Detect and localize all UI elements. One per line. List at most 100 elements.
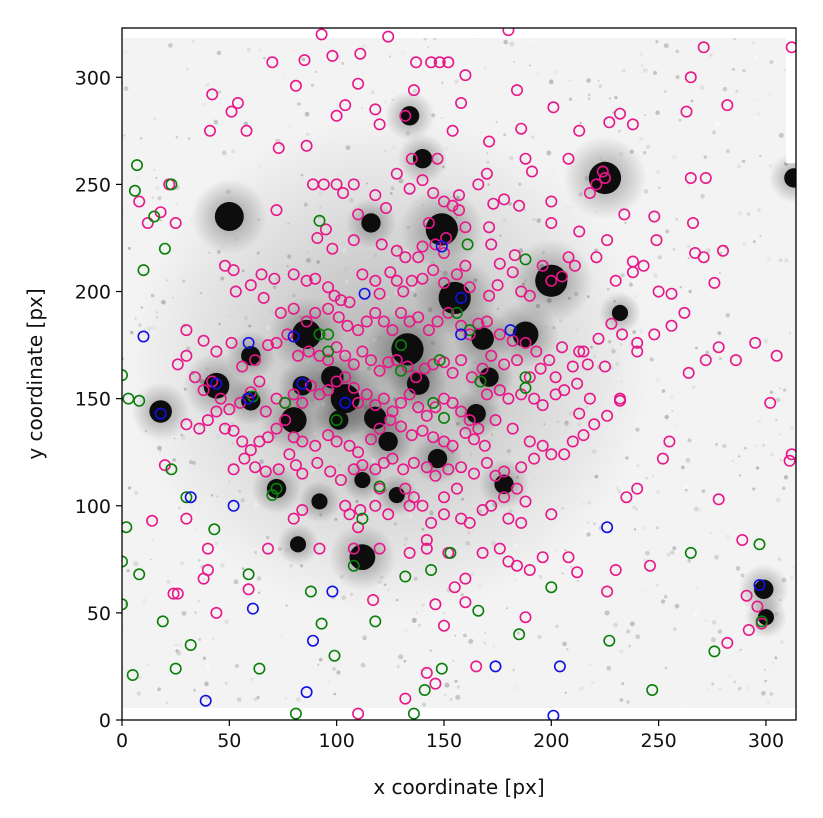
magenta-marker	[425, 516, 438, 529]
magenta-marker	[141, 217, 154, 230]
field-star	[737, 211, 743, 216]
field-star	[480, 131, 482, 134]
green-marker-series	[122, 159, 768, 720]
field-star	[655, 377, 660, 382]
field-star	[166, 279, 169, 282]
magenta-marker	[206, 88, 219, 101]
green-marker	[253, 662, 266, 675]
field-star	[784, 258, 789, 263]
field-star	[259, 282, 262, 286]
bright-star	[438, 281, 471, 315]
magenta-marker	[377, 392, 390, 405]
field-star	[705, 350, 710, 355]
field-star	[156, 316, 158, 319]
green-marker	[315, 617, 328, 630]
magenta-marker	[463, 516, 476, 529]
magenta-marker	[227, 424, 240, 437]
magenta-marker	[446, 124, 459, 137]
field-star	[162, 203, 167, 207]
magenta-marker	[337, 187, 350, 200]
magenta-marker	[603, 116, 616, 129]
field-star	[318, 191, 323, 196]
green-marker	[519, 381, 532, 394]
magenta-marker	[422, 217, 435, 230]
magenta-marker	[459, 69, 472, 82]
field-star	[686, 244, 691, 249]
blue-marker	[210, 377, 223, 390]
field-star	[442, 612, 445, 615]
field-star	[725, 149, 730, 154]
field-star	[547, 115, 550, 118]
field-star	[388, 55, 392, 58]
magenta-marker	[510, 354, 523, 367]
magenta-marker	[249, 461, 262, 474]
magenta-marker	[480, 388, 493, 401]
field-star	[540, 208, 545, 213]
field-star	[734, 333, 737, 336]
magenta-marker	[300, 139, 313, 152]
magenta-marker	[631, 345, 644, 358]
field-star	[231, 601, 234, 604]
field-star	[714, 578, 718, 582]
field-star	[653, 273, 658, 278]
field-star	[332, 666, 337, 672]
field-star	[157, 687, 162, 692]
blue-marker	[504, 324, 517, 337]
blue-marker	[358, 287, 371, 300]
magenta-marker	[189, 371, 202, 384]
field-star	[176, 650, 182, 656]
field-star	[679, 286, 682, 289]
magenta-marker	[437, 491, 450, 504]
field-star	[344, 279, 349, 284]
field-star	[658, 186, 661, 189]
field-star	[725, 313, 730, 318]
magenta-marker	[519, 336, 532, 349]
field-star	[546, 150, 552, 156]
magenta-marker	[699, 172, 712, 185]
magenta-marker	[442, 306, 455, 319]
field-star	[593, 355, 596, 358]
green-marker	[450, 306, 463, 319]
field-star	[142, 598, 147, 603]
field-star	[656, 584, 659, 587]
magenta-marker	[485, 238, 498, 251]
field-star	[769, 390, 774, 395]
field-star	[628, 282, 634, 287]
field-star	[202, 578, 206, 581]
field-star	[792, 566, 795, 569]
magenta-marker	[431, 315, 444, 328]
field-star	[216, 50, 222, 56]
magenta-marker	[390, 167, 403, 180]
green-marker	[373, 480, 386, 493]
magenta-marker	[287, 302, 300, 315]
field-star	[543, 232, 546, 235]
field-star	[564, 422, 569, 428]
magenta-marker	[476, 546, 489, 559]
field-star	[173, 437, 176, 440]
magenta-marker	[364, 433, 377, 446]
field-star	[678, 118, 682, 122]
field-star	[231, 149, 235, 153]
magenta-marker	[399, 692, 412, 705]
field-star	[732, 460, 734, 462]
magenta-marker	[180, 349, 193, 362]
field-star	[284, 696, 288, 700]
green-marker	[603, 634, 616, 647]
magenta-marker	[502, 28, 515, 37]
field-star	[263, 56, 266, 60]
field-star	[193, 688, 197, 692]
magenta-marker	[459, 572, 472, 585]
bright-star	[292, 319, 322, 349]
y-tick-label: 150	[75, 389, 111, 411]
field-star	[411, 278, 416, 283]
magenta-marker	[618, 208, 631, 221]
magenta-marker	[637, 259, 650, 272]
field-star	[192, 461, 197, 465]
field-star	[619, 649, 624, 654]
field-star	[175, 203, 178, 206]
field-star	[651, 475, 655, 478]
magenta-marker	[343, 439, 356, 452]
magenta-marker	[513, 199, 526, 212]
field-star	[761, 691, 766, 696]
field-star	[752, 487, 756, 491]
